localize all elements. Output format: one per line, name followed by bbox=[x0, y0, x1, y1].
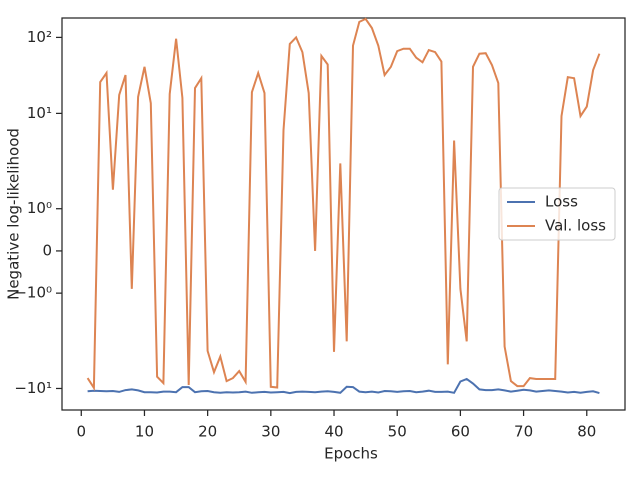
line-series bbox=[86, 17, 601, 392]
x-tick-label: 60 bbox=[451, 423, 470, 441]
y-axis-label: Negative log-likelihood bbox=[5, 128, 23, 300]
line-series bbox=[87, 377, 600, 395]
legend-label: Val. loss bbox=[545, 217, 606, 235]
y-tick-label: 10⁰ bbox=[27, 199, 52, 217]
x-tick-label: 10 bbox=[135, 423, 154, 441]
y-tick-label: −10⁰ bbox=[14, 284, 52, 302]
y-tick-label: 10² bbox=[27, 28, 52, 46]
legend-label: Loss bbox=[545, 193, 578, 211]
y-tick-label: −10¹ bbox=[14, 379, 52, 397]
x-tick-label: 40 bbox=[324, 423, 343, 441]
x-tick-label: 0 bbox=[76, 423, 86, 441]
x-tick-label: 30 bbox=[261, 423, 280, 441]
x-tick-label: 80 bbox=[577, 423, 596, 441]
x-axis-label: Epochs bbox=[324, 445, 378, 463]
y-tick-label: 0 bbox=[42, 241, 52, 259]
x-tick-label: 70 bbox=[514, 423, 533, 441]
x-tick-label: 50 bbox=[388, 423, 407, 441]
x-tick-label: 20 bbox=[198, 423, 217, 441]
y-tick-label: 10¹ bbox=[27, 104, 52, 122]
